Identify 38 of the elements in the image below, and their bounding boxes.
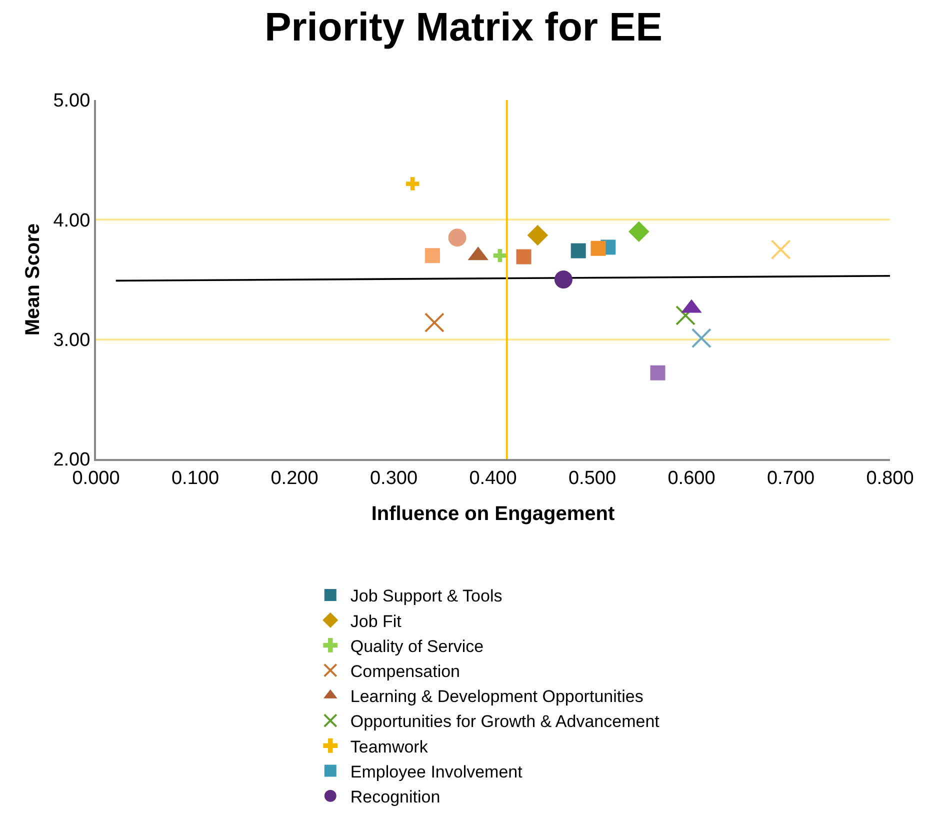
point bbox=[770, 240, 791, 260]
x-tick-label: 0.800 bbox=[866, 468, 914, 489]
point bbox=[650, 365, 666, 380]
x-axis-title: Influence on Engagement bbox=[371, 502, 616, 525]
legend-label: Job Fit bbox=[350, 612, 402, 631]
point bbox=[527, 224, 548, 246]
legend-label: Opportunities for Growth & Advancement bbox=[350, 712, 660, 732]
point bbox=[424, 248, 440, 264]
x-tick-label: 0.300 bbox=[370, 468, 418, 489]
point bbox=[691, 328, 712, 348]
point bbox=[590, 240, 606, 256]
legend-label: Recognition bbox=[350, 787, 440, 806]
legend-label: Quality of Service bbox=[350, 636, 484, 656]
point bbox=[554, 270, 572, 288]
y-tick-label: 3.00 bbox=[53, 330, 90, 351]
legend-label: Employee Involvement bbox=[350, 762, 523, 782]
point bbox=[448, 228, 466, 247]
y-tick-label: 4.00 bbox=[53, 210, 90, 232]
x-tick-label: 0.700 bbox=[766, 468, 815, 489]
point bbox=[570, 243, 586, 258]
x-tick-label: 0.100 bbox=[171, 468, 220, 489]
x-tick-label: 0.500 bbox=[568, 468, 616, 489]
legend-label: Teamwork bbox=[350, 737, 428, 756]
point bbox=[493, 248, 507, 262]
x-tick-label: 0.600 bbox=[668, 468, 716, 489]
point bbox=[628, 221, 650, 242]
chart-title: Priority Matrix for EE bbox=[264, 5, 662, 50]
legend-label: Job Support & Tools bbox=[350, 586, 502, 606]
legend-label: Compensation bbox=[350, 662, 460, 681]
y-axis-title: Mean Score bbox=[22, 223, 44, 336]
x-tick-label: 0.400 bbox=[469, 468, 517, 489]
point bbox=[424, 312, 444, 333]
y-tick-label: 5.00 bbox=[53, 90, 90, 112]
x-tick-label: 0.200 bbox=[270, 468, 318, 489]
legend-label: Learning & Development Opportunities bbox=[350, 687, 644, 706]
point bbox=[676, 305, 696, 326]
point bbox=[406, 177, 420, 190]
point bbox=[516, 249, 532, 264]
